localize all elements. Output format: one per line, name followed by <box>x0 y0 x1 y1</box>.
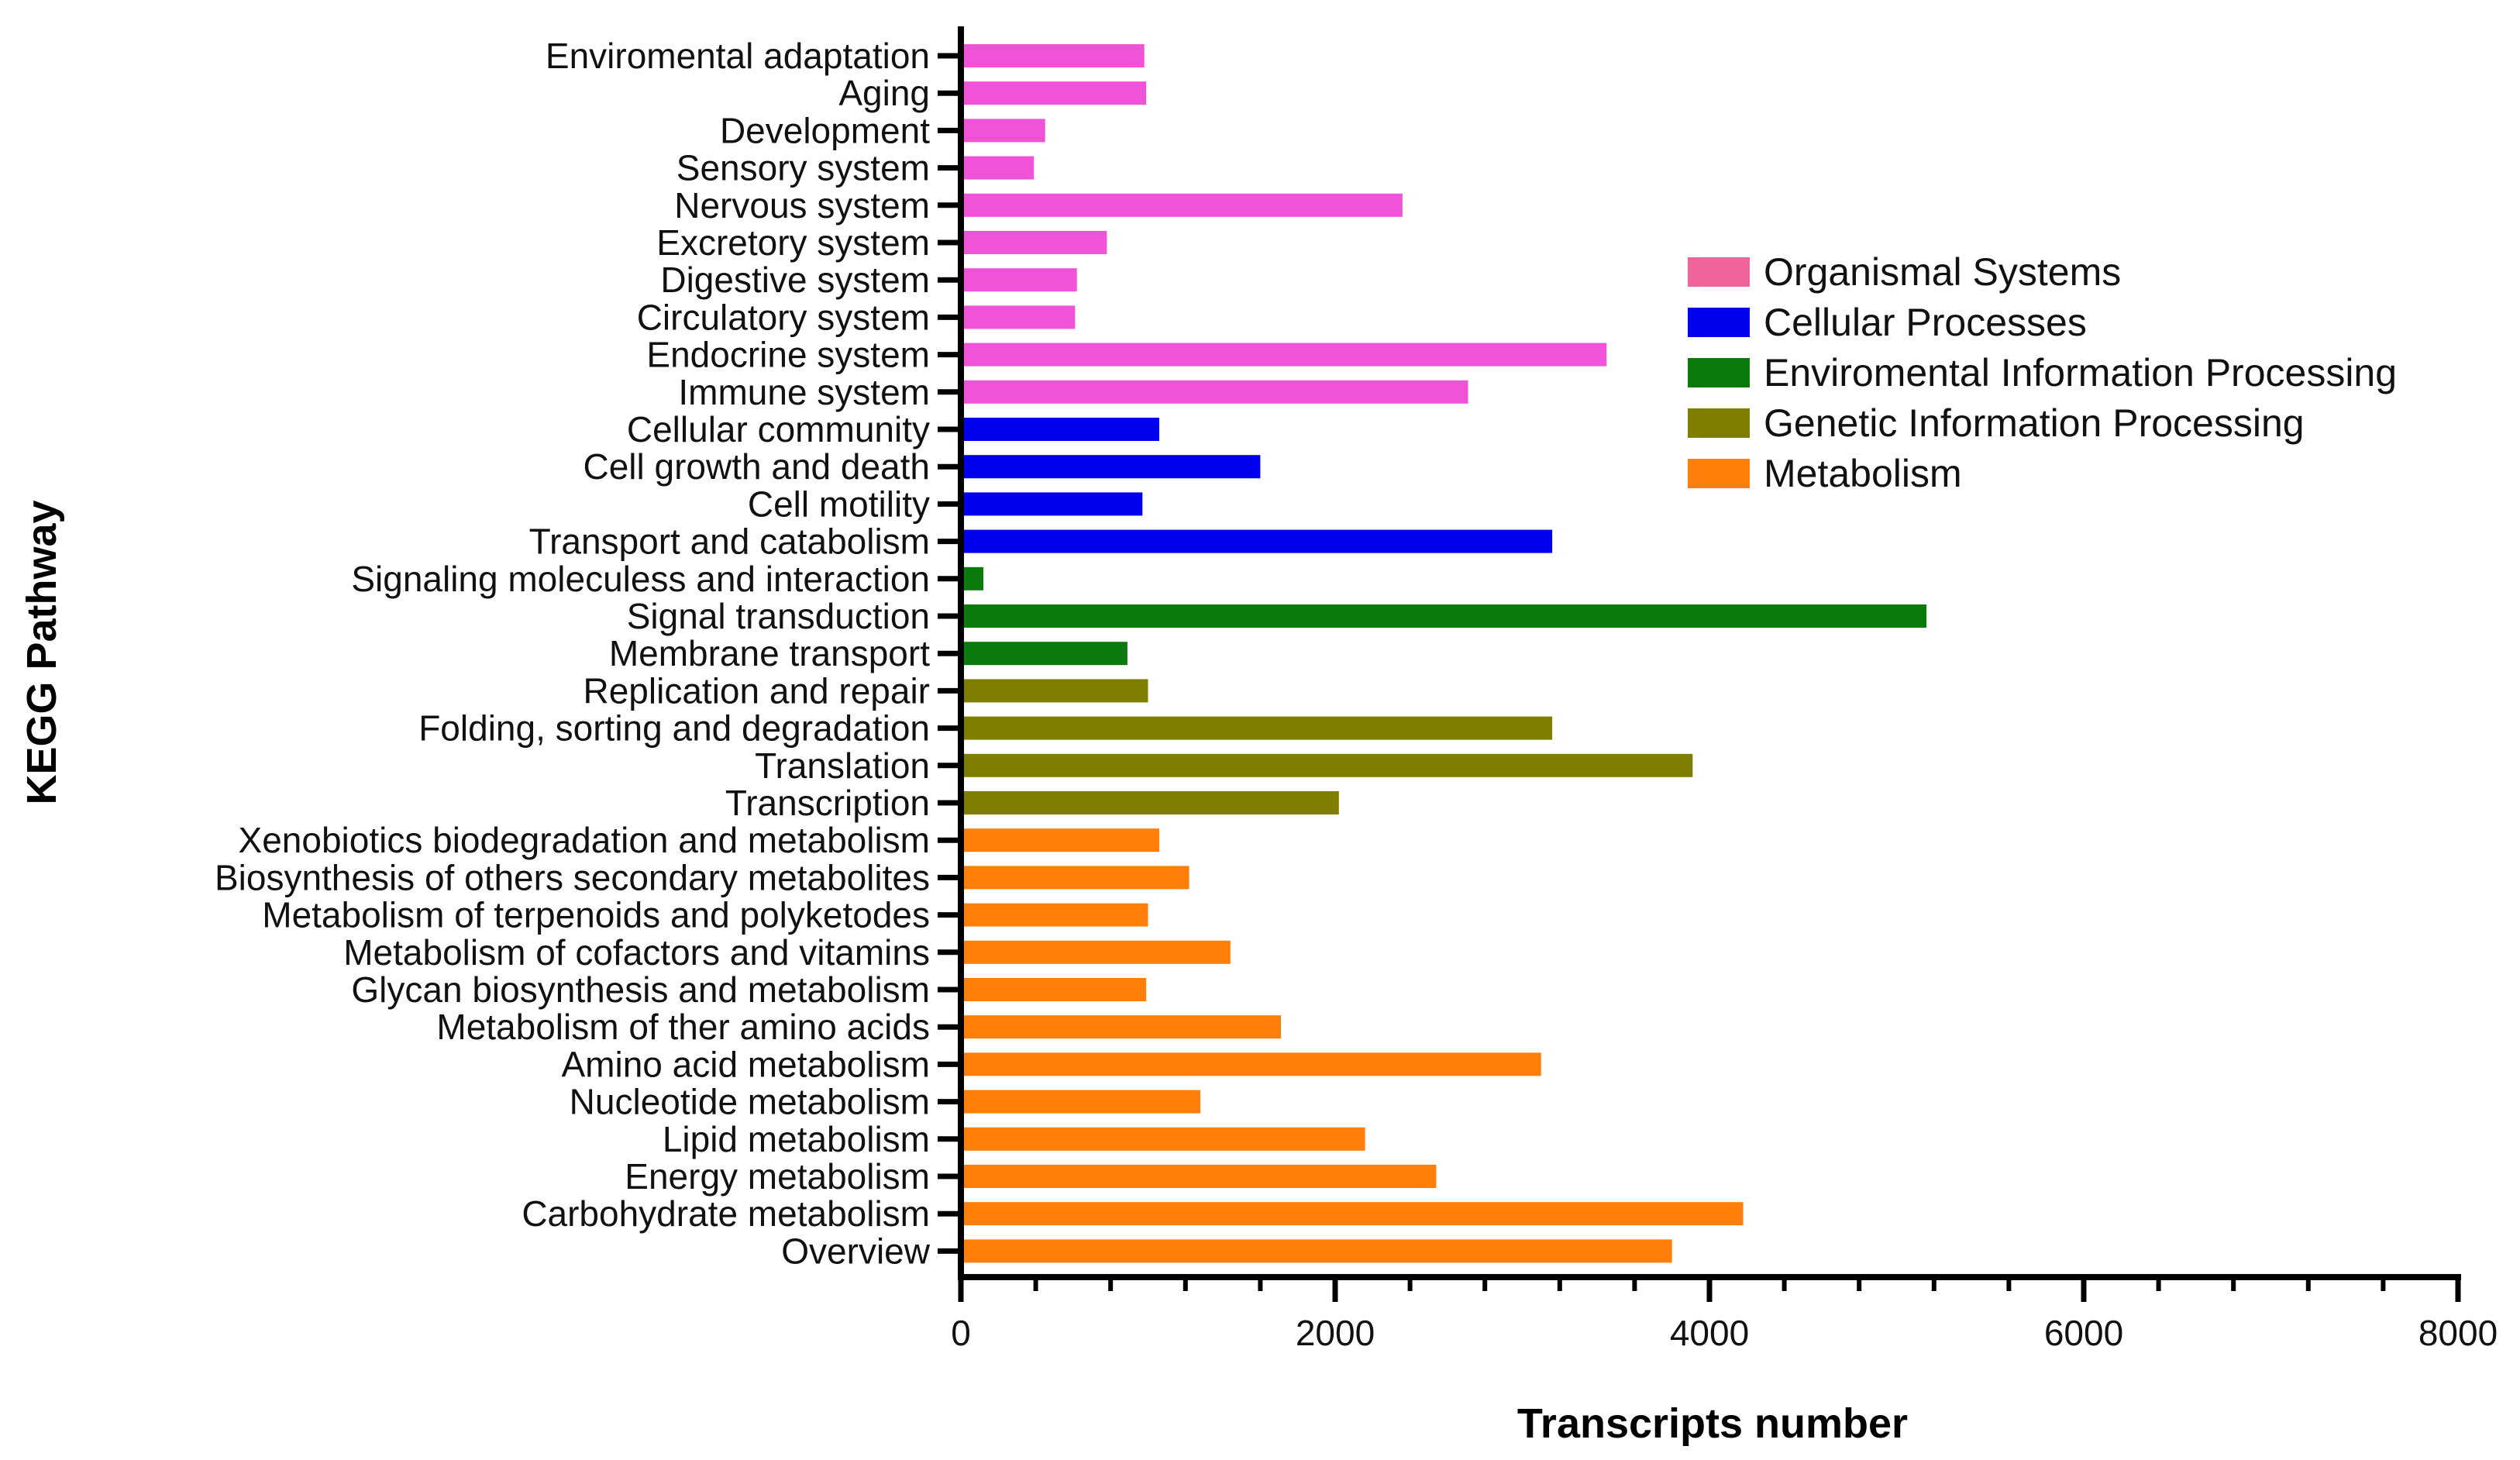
y-axis-title: KEGG Pathway <box>19 500 65 804</box>
x-tick-label: 0 <box>951 1313 971 1353</box>
bar <box>961 455 1261 479</box>
bar <box>961 193 1403 217</box>
bar <box>961 305 1076 329</box>
category-label: Transcription <box>725 783 930 823</box>
bar <box>961 866 1189 890</box>
x-tick-label: 4000 <box>1670 1313 1749 1353</box>
bar <box>961 828 1159 852</box>
bar <box>961 119 1045 143</box>
bars-layer <box>961 44 1927 1263</box>
axes-layer <box>938 26 2461 1302</box>
legend-label: Organismal Systems <box>1764 250 2121 294</box>
bar <box>961 231 1107 254</box>
category-label: Excretory system <box>656 222 930 263</box>
bar <box>961 1239 1672 1263</box>
category-label: Energy metabolism <box>625 1156 930 1197</box>
legend-swatch <box>1688 459 1750 488</box>
bar <box>961 418 1159 441</box>
category-label: Nucleotide metabolism <box>570 1082 930 1122</box>
bar <box>961 791 1339 814</box>
legend-label: Genetic Information Processing <box>1764 401 2305 445</box>
category-label: Immune system <box>678 372 930 412</box>
bar <box>961 903 1148 927</box>
category-label: Development <box>720 110 930 150</box>
category-label: Folding, sorting and degradation <box>418 708 930 749</box>
category-label: Lipid metabolism <box>663 1119 930 1159</box>
bar <box>961 940 1231 964</box>
category-label: Glycan biosynthesis and metabolism <box>351 969 930 1010</box>
category-label: Metabolism of cofactors and vitamins <box>343 932 930 973</box>
category-label: Membrane transport <box>609 633 930 673</box>
labels-layer: Enviromental adaptationAgingDevelopmentS… <box>215 36 2498 1353</box>
legend-swatch <box>1688 257 1750 287</box>
bar <box>961 268 1077 292</box>
category-label: Nervous system <box>674 185 930 226</box>
bar <box>961 44 1145 67</box>
bar <box>961 81 1147 105</box>
category-label: Amino acid metabolism <box>561 1044 930 1084</box>
category-label: Digestive system <box>660 260 930 300</box>
legend-label: Metabolism <box>1764 452 1962 495</box>
legend-swatch <box>1688 408 1750 438</box>
bar <box>961 1015 1281 1039</box>
category-label: Signal transduction <box>627 596 930 636</box>
bar <box>961 1090 1201 1114</box>
category-label: Cellular community <box>627 409 930 449</box>
bar <box>961 1165 1437 1188</box>
category-label: Replication and repair <box>584 670 931 711</box>
bar <box>961 380 1468 404</box>
category-label: Translation <box>755 745 930 786</box>
bar <box>961 679 1148 703</box>
bar <box>961 529 1553 553</box>
legend-label: Cellular Processes <box>1764 301 2087 344</box>
bar <box>961 716 1553 740</box>
category-label: Signaling moleculess and interaction <box>351 559 930 599</box>
bar <box>961 1127 1365 1151</box>
category-label: Xenobiotics biodegradation and metabolis… <box>239 820 930 860</box>
x-tick-label: 2000 <box>1296 1313 1375 1353</box>
category-label: Enviromental adaptation <box>546 36 930 76</box>
x-tick-label: 8000 <box>2418 1313 2498 1353</box>
legend-swatch <box>1688 358 1750 387</box>
category-label: Sensory system <box>676 148 930 188</box>
bar <box>961 566 983 591</box>
x-tick-label: 6000 <box>2044 1313 2123 1353</box>
category-label: Cell motility <box>748 484 930 524</box>
category-label: Overview <box>781 1231 930 1271</box>
bar <box>961 604 1927 628</box>
legend-label: Enviromental Information Processing <box>1764 351 2397 394</box>
bar <box>961 978 1147 1001</box>
bar <box>961 642 1127 666</box>
legend-swatch <box>1688 308 1750 337</box>
bar <box>961 753 1693 777</box>
category-label: Transport and catabolism <box>529 522 930 562</box>
category-label: Carbohydrate metabolism <box>522 1193 930 1234</box>
category-label: Cell growth and death <box>583 446 930 487</box>
bar <box>961 1202 1744 1226</box>
x-axis-title: Transcripts number <box>1517 1400 1908 1447</box>
legend: Organismal Systems Cellular Processes Envi… <box>1688 250 2397 495</box>
bar <box>961 1052 1541 1076</box>
category-label: Biosynthesis of others secondary metabol… <box>215 857 930 897</box>
category-label: Aging <box>838 73 930 113</box>
category-label: Circulatory system <box>637 297 930 337</box>
bar <box>961 156 1035 180</box>
bar <box>961 492 1143 516</box>
category-label: Metabolism of terpenoids and polyketodes <box>262 895 930 935</box>
category-label: Metabolism of ther amino acids <box>436 1007 930 1047</box>
bar <box>961 343 1607 367</box>
category-label: Endocrine system <box>646 335 930 375</box>
